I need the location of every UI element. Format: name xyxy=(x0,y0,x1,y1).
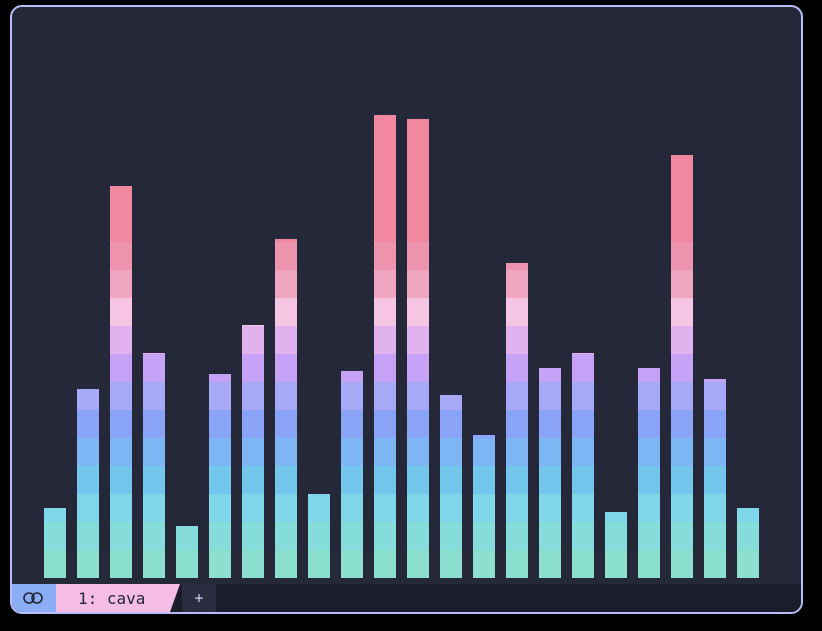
toggle-icon xyxy=(23,592,43,604)
terminal-window: 1: cava + xyxy=(10,5,803,614)
audio-visualizer xyxy=(12,7,801,578)
new-window-button[interactable]: + xyxy=(182,584,216,612)
visualizer-bar xyxy=(44,508,66,578)
visualizer-bar xyxy=(506,263,528,578)
visualizer-bar xyxy=(671,155,693,578)
window-tab-label: 1: cava xyxy=(78,588,146,608)
visualizer-bar xyxy=(209,374,231,578)
session-segment[interactable] xyxy=(12,584,68,612)
visualizer-bar xyxy=(704,379,726,578)
window-tab-cava[interactable]: 1: cava xyxy=(56,584,180,612)
visualizer-bar xyxy=(638,368,660,578)
visualizer-bar xyxy=(275,239,297,578)
visualizer-bar xyxy=(737,508,759,578)
tmux-status-bar: 1: cava + xyxy=(12,584,801,612)
visualizer-bar xyxy=(440,395,462,578)
plus-icon: + xyxy=(194,589,204,607)
visualizer-bar xyxy=(242,325,264,578)
visualizer-bar xyxy=(308,494,330,578)
visualizer-bar xyxy=(341,371,363,578)
visualizer-bar xyxy=(539,368,561,578)
visualizer-bar xyxy=(143,353,165,578)
visualizer-bar xyxy=(110,186,132,578)
visualizer-bar xyxy=(176,526,198,578)
visualizer-bar xyxy=(572,353,594,578)
visualizer-bar xyxy=(407,119,429,578)
visualizer-bar xyxy=(374,115,396,578)
visualizer-bar xyxy=(77,389,99,578)
visualizer-bar xyxy=(605,512,627,578)
visualizer-bar xyxy=(473,435,495,578)
